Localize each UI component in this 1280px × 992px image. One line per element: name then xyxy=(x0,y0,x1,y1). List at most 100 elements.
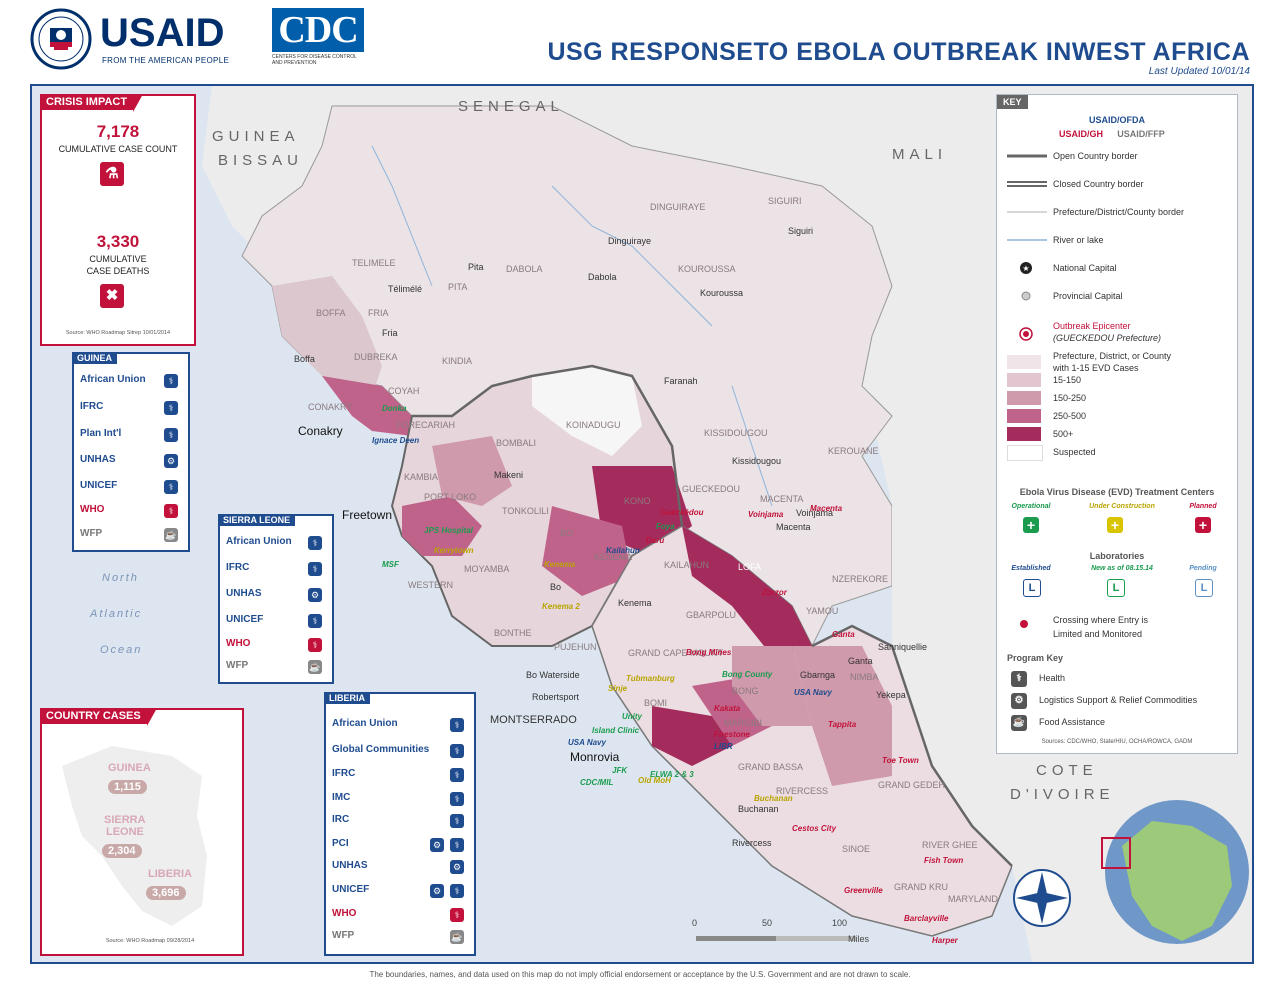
region-port-loko: PORT LOKO xyxy=(424,492,477,502)
region-moyamba: MOYAMBA xyxy=(464,564,510,574)
cc-sl-value: 2,304 xyxy=(102,844,142,858)
crossing-icon xyxy=(1020,620,1028,628)
capital-freetown: Freetown xyxy=(342,508,393,522)
river-1 xyxy=(371,145,433,287)
key-etc-title: Ebola Virus Disease (EVD) Treatment Cent… xyxy=(1019,487,1215,497)
country-guinea-bissau-2: BISSAU xyxy=(218,152,304,169)
key-planned: Planned xyxy=(1189,503,1217,510)
lib-partner-gc: Global Communities xyxy=(332,744,430,755)
site-elwa: ELWA 2 & 3 xyxy=(650,770,694,779)
site-cdc-mil: CDC/MIL xyxy=(580,778,614,787)
health-icon: ⚕ xyxy=(1011,671,1027,687)
site-buchanan: Buchanan xyxy=(754,794,793,803)
region-telimele: TELIMELE xyxy=(352,258,396,268)
capital-conakry: Conakry xyxy=(298,424,343,438)
country-cote-1: COTE xyxy=(1036,762,1098,779)
site-macenta: Macenta xyxy=(810,504,843,513)
closed-border-symbol xyxy=(1007,181,1047,187)
lib-partner-imc: IMC xyxy=(332,792,351,803)
shade-2-swatch xyxy=(1007,373,1041,387)
region-grand-cape-mount: GRAND CAPE MOUNT xyxy=(628,648,724,658)
region-margibi: MARGIBI xyxy=(724,718,763,728)
planned-icon: + xyxy=(1195,517,1211,533)
sierra-leone-partners-panel: SIERRA LEONE African Union ⚕ IFRC ⚕ UNHA… xyxy=(218,514,334,684)
sl-partner-wfp: WFP xyxy=(226,660,249,671)
site-kerry-town: Kerrytown xyxy=(434,546,474,555)
sl-north-suspected xyxy=(532,366,642,456)
site-unity: Unity xyxy=(622,712,642,721)
guinea-partner-unicef: UNICEF xyxy=(80,480,118,491)
region-koinadugu: KOINADUGU xyxy=(566,420,621,430)
page-title: USG RESPONSETO EBOLA OUTBREAK INWEST AFR… xyxy=(547,38,1250,66)
region-nimba: NIMBA xyxy=(850,672,879,682)
sl-western xyxy=(402,496,482,556)
deaths-value: 3,330 xyxy=(96,232,140,251)
key-new-as-of: New as of 08.15.14 xyxy=(1091,565,1153,572)
lab-pending-icon: L xyxy=(1195,579,1213,597)
site-fish-town: Fish Town xyxy=(924,856,964,865)
health-icon: ⚕ xyxy=(308,614,322,628)
food-icon: ☕ xyxy=(450,930,464,944)
lib-partner-unicef: UNICEF xyxy=(332,884,370,895)
site-harper: Harper xyxy=(932,936,958,945)
key-national-capital: National Capital xyxy=(1053,263,1117,273)
usaid-logo: USAID FROM THE AMERICAN PEOPLE xyxy=(30,8,248,70)
key-shade-1b: with 1-15 EVD Cases xyxy=(1053,363,1139,373)
guinea-coast-region xyxy=(272,276,382,396)
region-macenta: MACENTA xyxy=(760,494,804,504)
under-construction-icon: + xyxy=(1107,517,1123,533)
key-crossing-1: Crossing where Entry is xyxy=(1053,615,1149,625)
site-barclayville: Barclayville xyxy=(904,914,949,923)
country-cote-2: D'IVOIRE xyxy=(1010,786,1115,803)
region-kenema: KENEMA xyxy=(594,552,633,562)
river-2 xyxy=(551,185,713,327)
health-icon: ⚕ xyxy=(450,768,464,782)
logistics-icon: ⚙ xyxy=(1011,693,1027,709)
liberia-montserrado xyxy=(652,706,732,766)
sl-partner-who: WHO xyxy=(226,638,251,649)
health-icon: ⚕ xyxy=(164,374,178,388)
shade-1-swatch xyxy=(1007,355,1041,369)
country-cases-silhouette xyxy=(62,746,207,926)
city-dabola: Dabola xyxy=(588,272,617,282)
city-kenema: Kenema xyxy=(618,598,652,608)
deaths-label-1: CUMULATIVE xyxy=(89,254,147,264)
cdc-subtitle: CENTERS FOR DISEASE CONTROL AND PREVENTI… xyxy=(272,54,357,66)
city-bo: Bo xyxy=(550,582,562,592)
region-sinoe: SINOE xyxy=(842,844,871,854)
key-epicenter-1: Outbreak Epicenter xyxy=(1053,321,1131,331)
city-makeni: Makeni xyxy=(494,470,524,480)
inset-africa xyxy=(1122,821,1232,941)
sl-partners-title: SIERRA LEONE xyxy=(218,514,296,526)
lib-partner-who: WHO xyxy=(332,908,357,919)
region-kambia: KAMBIA xyxy=(404,472,439,482)
country-cases-title: COUNTRY CASES xyxy=(40,708,157,726)
site-msf: MSF xyxy=(382,560,399,569)
region-bombali: BOMBALI xyxy=(496,438,537,448)
ocean-label-3: Ocean xyxy=(100,644,143,656)
site-daru: Daru xyxy=(646,536,665,545)
country-mali: MALI xyxy=(892,146,948,163)
site-jfk: JFK xyxy=(612,766,628,775)
ocean-label-2: Atlantic xyxy=(90,608,143,620)
usaid-tagline: FROM THE AMERICAN PEOPLE xyxy=(102,56,230,65)
cdc-wordmark: CDC xyxy=(272,8,364,52)
river-3 xyxy=(731,385,773,507)
key-shade-1a: Prefecture, District, or County xyxy=(1053,351,1172,361)
city-siguiri: Siguiri xyxy=(788,226,814,236)
site-foya: Foya xyxy=(656,522,675,531)
region-bonthe: BONTHE xyxy=(494,628,532,638)
liberia-partners-panel: LIBERIA African Union ⚕ Global Communiti… xyxy=(324,692,476,956)
admin-border-symbol xyxy=(1007,211,1047,213)
logistics-icon: ⚙ xyxy=(164,454,178,468)
lab-established-icon: L xyxy=(1023,579,1041,597)
guinea-partner-plan: Plan Int'l xyxy=(80,428,122,439)
key-labs-title: Laboratories xyxy=(1089,551,1145,561)
city-voinjama: Voinjama xyxy=(796,508,834,518)
region-conakry: CONAKRY xyxy=(308,402,353,412)
region-forecariah: FORECARIAH xyxy=(396,420,456,430)
health-icon: ⚕ xyxy=(164,504,178,518)
guinea-partners-panel: GUINEA African Union ⚕ IFRC ⚕ Plan Int'l… xyxy=(72,352,190,552)
scale-0: 0 xyxy=(692,918,698,928)
key-health: Health xyxy=(1039,673,1066,683)
